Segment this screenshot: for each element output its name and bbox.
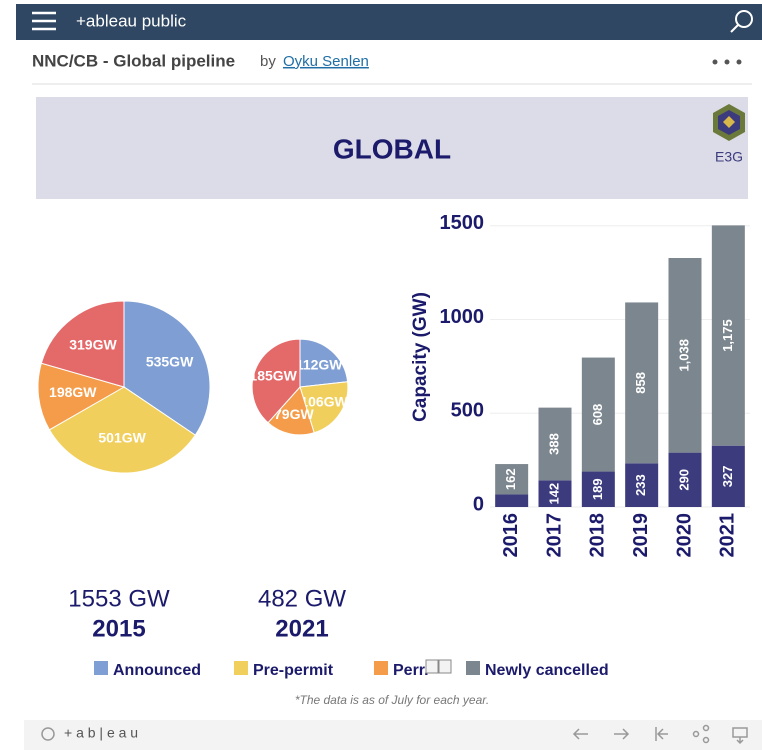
bar-value-label: 233	[633, 474, 648, 496]
y-tick-label: 500	[451, 400, 484, 422]
x-tick-label: 2018	[587, 513, 609, 558]
bar-segment	[581, 357, 615, 472]
bar-segment	[711, 445, 745, 507]
slice-label: 112GW	[296, 356, 343, 372]
year-label: 2015	[92, 615, 145, 642]
pie-slice	[40, 300, 125, 388]
bar-value-label: 608	[590, 404, 605, 426]
legend-swatch	[466, 661, 480, 675]
legend: Announced Pre-permit Perr. Newly cancelled	[94, 661, 609, 679]
workbook-title: NNC/CB - Global pipeline	[32, 51, 235, 70]
legend-label: Pre-permit	[253, 662, 334, 679]
total-label: 1553 GW	[68, 585, 170, 612]
pie-slice	[267, 386, 315, 436]
pie-slice	[123, 300, 211, 436]
bar-segment	[625, 302, 659, 464]
footer-tools[interactable]	[41, 724, 748, 745]
search-button[interactable]	[730, 10, 753, 33]
menu-button[interactable]	[32, 11, 56, 31]
slice-label: 198GW	[49, 384, 97, 400]
bar-segment	[581, 471, 615, 507]
bar-segment	[668, 452, 702, 507]
footer-bar	[24, 720, 762, 750]
year-label: 2021	[275, 615, 328, 642]
y-tick-label: 0	[473, 493, 484, 515]
slice-label: 106GW	[300, 393, 348, 409]
author-link[interactable]: Oyku Senlen	[283, 53, 369, 70]
pie-slice	[299, 381, 349, 434]
legend-label: Newly cancelled	[485, 662, 609, 679]
bar-segment	[711, 225, 745, 446]
x-tick-label: 2021	[717, 513, 739, 558]
bar-value-label: 290	[676, 469, 691, 491]
slice-label: 185GW	[249, 367, 297, 383]
banner	[36, 97, 748, 199]
bar-segment	[495, 494, 529, 507]
bar-segment	[495, 464, 529, 495]
x-tick-label: 2017	[543, 513, 565, 558]
data-note: *The data is as of July for each year.	[295, 693, 489, 707]
bar-segment	[538, 407, 572, 481]
legend-swatch	[234, 661, 248, 675]
legend-swatch	[94, 661, 108, 675]
top-bar	[16, 4, 762, 40]
bar-segment	[668, 258, 702, 453]
bar-value-label: 858	[633, 372, 648, 394]
bar-value-label: 1,038	[676, 339, 691, 372]
y-axis-label: Capacity (GW)	[410, 292, 431, 422]
bar-value-label: 142	[546, 483, 561, 505]
bar-segment	[538, 480, 572, 507]
legend-label: Perr.	[393, 662, 429, 679]
bar-value-label: 1,175	[720, 319, 735, 352]
banner-title: GLOBAL	[333, 133, 451, 164]
x-tick-label: 2020	[673, 513, 695, 558]
x-tick-label: 2019	[630, 513, 652, 558]
pie-slice	[251, 338, 301, 424]
by-text: by	[260, 53, 276, 70]
pie-slice	[299, 338, 349, 388]
legend-label: Announced	[113, 662, 201, 679]
bar-segment	[625, 463, 659, 507]
bar-value-label: 327	[720, 465, 735, 487]
e3g-logo	[713, 104, 745, 141]
bar-value-label: 162	[503, 468, 518, 490]
slice-label: 79GW	[274, 406, 314, 422]
legend-scroll[interactable]	[425, 659, 452, 674]
total-label: 482 GW	[258, 585, 346, 612]
brand[interactable]: +ableau public	[76, 11, 187, 30]
bar-value-label: 388	[546, 433, 561, 455]
slice-label: 501GW	[98, 429, 146, 445]
y-tick-label: 1000	[440, 306, 485, 328]
logo-text: E3G	[715, 149, 743, 165]
y-tick-label: 1500	[440, 212, 485, 234]
footer-brand[interactable]: + a b | e a u	[64, 725, 138, 741]
x-tick-label: 2016	[500, 513, 522, 558]
pie-slice	[48, 386, 196, 474]
bar-value-label: 189	[590, 478, 605, 500]
charts: 535GW 501GW 198GW 319GW 1553 GW 2015 112GW 106G…	[37, 212, 750, 642]
pie-slice	[37, 362, 126, 431]
legend-swatch	[374, 661, 388, 675]
more-button[interactable]	[712, 59, 742, 65]
slice-label: 535GW	[146, 353, 194, 369]
slice-label: 319GW	[69, 336, 117, 352]
